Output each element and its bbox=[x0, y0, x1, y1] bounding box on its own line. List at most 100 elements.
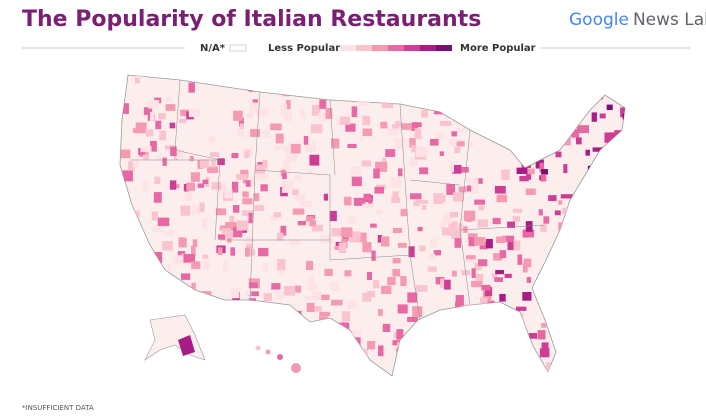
county bbox=[568, 75, 575, 82]
county bbox=[202, 218, 208, 230]
county bbox=[552, 255, 558, 266]
county bbox=[526, 168, 535, 175]
county bbox=[467, 178, 479, 185]
county bbox=[412, 306, 423, 318]
county bbox=[292, 319, 299, 325]
county bbox=[246, 112, 253, 119]
county bbox=[414, 122, 422, 128]
county bbox=[626, 264, 634, 274]
county bbox=[123, 216, 128, 223]
county bbox=[231, 288, 240, 299]
island bbox=[277, 354, 283, 360]
county bbox=[371, 250, 376, 261]
county bbox=[308, 276, 314, 284]
county bbox=[183, 183, 189, 192]
county bbox=[618, 211, 625, 217]
county bbox=[451, 97, 459, 109]
county bbox=[485, 238, 493, 249]
county bbox=[585, 149, 590, 156]
county bbox=[142, 372, 150, 376]
county bbox=[581, 307, 586, 317]
county bbox=[392, 227, 403, 234]
county bbox=[604, 132, 616, 143]
county bbox=[197, 183, 205, 188]
county bbox=[575, 270, 585, 281]
county bbox=[303, 334, 310, 339]
county bbox=[406, 81, 414, 92]
county bbox=[309, 154, 320, 166]
legend-swatch bbox=[420, 45, 436, 51]
county bbox=[455, 356, 465, 366]
county bbox=[244, 150, 250, 159]
county bbox=[221, 228, 231, 234]
legend-swatch bbox=[372, 45, 388, 51]
county bbox=[621, 248, 625, 254]
county bbox=[519, 176, 529, 182]
county bbox=[282, 180, 294, 190]
county bbox=[169, 300, 179, 310]
county bbox=[574, 80, 579, 86]
county bbox=[203, 259, 211, 270]
county bbox=[225, 231, 234, 239]
county bbox=[478, 205, 485, 211]
county bbox=[529, 332, 538, 339]
county bbox=[627, 305, 633, 312]
county bbox=[230, 247, 235, 256]
island bbox=[291, 363, 301, 373]
county bbox=[284, 111, 293, 122]
county bbox=[311, 139, 316, 150]
county bbox=[165, 96, 172, 101]
county bbox=[457, 128, 468, 133]
county bbox=[553, 330, 565, 339]
county bbox=[447, 361, 456, 367]
county bbox=[258, 248, 269, 257]
county bbox=[276, 291, 285, 300]
county bbox=[183, 254, 195, 263]
county bbox=[309, 346, 320, 353]
county bbox=[625, 245, 634, 255]
county bbox=[362, 203, 374, 209]
county bbox=[188, 108, 201, 118]
county bbox=[388, 86, 401, 93]
county bbox=[373, 168, 380, 179]
county bbox=[561, 134, 571, 146]
county bbox=[402, 365, 411, 373]
county bbox=[247, 362, 254, 368]
county bbox=[314, 77, 321, 83]
county bbox=[189, 155, 194, 162]
county bbox=[451, 348, 461, 357]
county bbox=[494, 312, 503, 324]
county bbox=[587, 165, 595, 176]
county bbox=[171, 75, 181, 77]
county bbox=[130, 210, 140, 218]
county bbox=[613, 225, 620, 230]
county bbox=[245, 247, 250, 257]
county bbox=[170, 146, 177, 157]
county bbox=[143, 107, 153, 115]
county bbox=[525, 188, 536, 195]
county bbox=[621, 341, 625, 352]
county bbox=[616, 140, 625, 152]
county bbox=[411, 145, 416, 153]
county bbox=[577, 84, 583, 95]
county bbox=[451, 355, 459, 363]
alaska-region bbox=[178, 335, 195, 356]
legend-high: More Popular bbox=[460, 43, 536, 54]
county bbox=[306, 260, 314, 271]
county bbox=[328, 343, 340, 349]
county bbox=[178, 118, 187, 124]
county bbox=[337, 338, 347, 344]
county bbox=[367, 340, 376, 350]
county bbox=[294, 174, 302, 181]
county bbox=[468, 237, 476, 247]
county bbox=[231, 152, 239, 159]
county bbox=[357, 348, 368, 358]
county bbox=[266, 366, 277, 372]
county bbox=[580, 323, 586, 329]
county bbox=[198, 319, 203, 330]
county bbox=[563, 164, 568, 174]
county bbox=[426, 79, 436, 84]
county bbox=[363, 193, 371, 201]
county bbox=[253, 193, 260, 202]
county bbox=[503, 99, 513, 109]
